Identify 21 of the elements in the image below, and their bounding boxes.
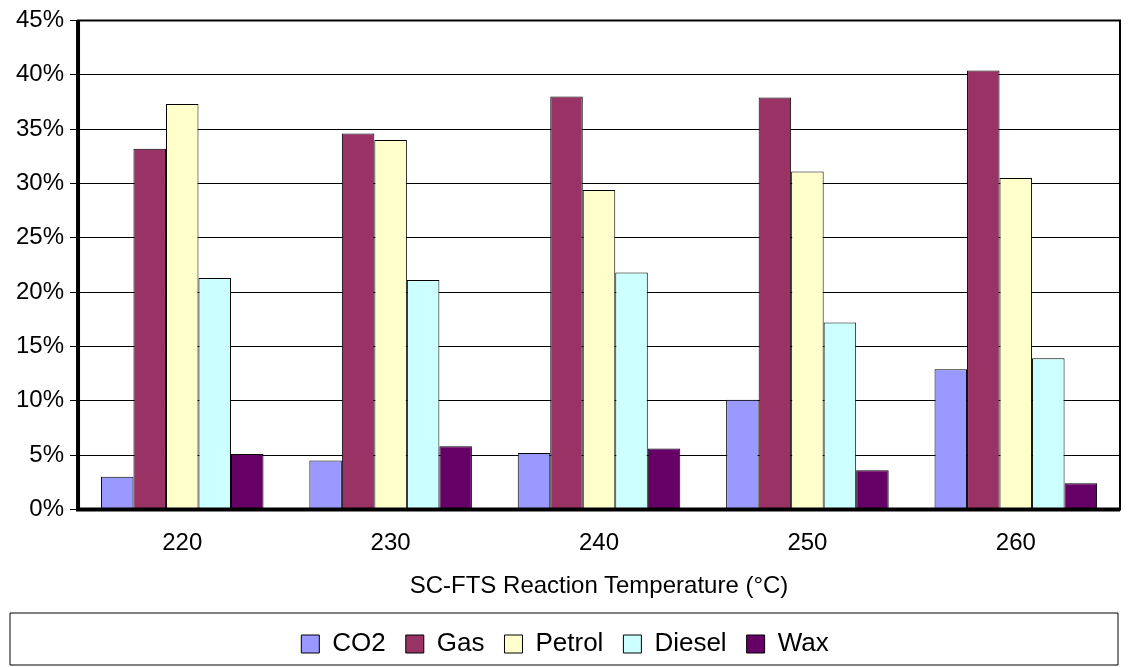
legend-label: Diesel xyxy=(654,627,727,658)
y-tick-label: 25% xyxy=(15,222,65,250)
legend-label: Petrol xyxy=(535,627,604,658)
y-tick-label: 15% xyxy=(15,331,65,359)
y-tick-label: 20% xyxy=(15,276,65,304)
legend-label: CO2 xyxy=(332,627,386,658)
x-tick-label: 260 xyxy=(995,528,1036,556)
legend-label: Gas xyxy=(436,627,485,658)
y-tick-label: 0% xyxy=(29,494,65,522)
y-tick-label: 10% xyxy=(15,385,65,413)
y-tick-label: 35% xyxy=(15,113,65,141)
y-tick-label: 45% xyxy=(15,5,65,33)
y-tick-label: 5% xyxy=(29,439,65,467)
legend-label: Wax xyxy=(777,627,829,658)
y-tick-label: 40% xyxy=(15,59,65,87)
x-tick-label: 220 xyxy=(162,528,203,556)
y-tick-label: 30% xyxy=(15,168,65,196)
x-tick-label: 240 xyxy=(578,528,620,556)
x-tick-label: 250 xyxy=(787,528,828,556)
x-axis-title: SC-FTS Reaction Temperature (°C) xyxy=(409,571,789,599)
x-tick-label: 230 xyxy=(370,528,411,556)
